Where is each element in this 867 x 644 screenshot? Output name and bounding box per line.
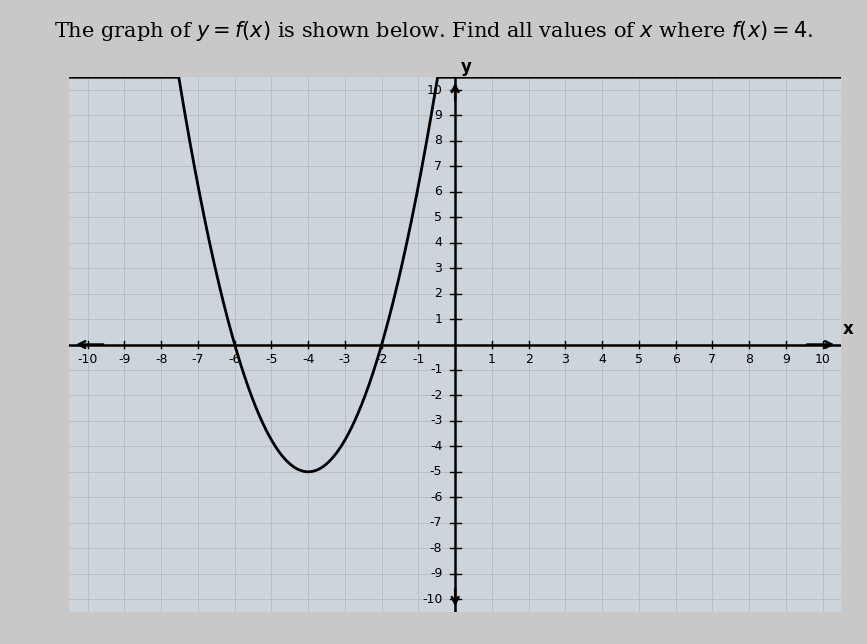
- Text: -3: -3: [430, 414, 442, 428]
- Text: 10: 10: [427, 84, 442, 97]
- Text: y: y: [460, 58, 472, 76]
- Text: -9: -9: [118, 354, 131, 366]
- Text: 3: 3: [434, 261, 442, 275]
- Text: 1: 1: [434, 312, 442, 326]
- Text: -5: -5: [265, 354, 277, 366]
- Text: 9: 9: [782, 354, 790, 366]
- Text: -4: -4: [430, 440, 442, 453]
- Text: -3: -3: [339, 354, 351, 366]
- Text: 7: 7: [434, 160, 442, 173]
- Text: -2: -2: [430, 389, 442, 402]
- Text: -2: -2: [375, 354, 388, 366]
- Text: -8: -8: [155, 354, 167, 366]
- Text: 5: 5: [635, 354, 643, 366]
- Text: -9: -9: [430, 567, 442, 580]
- Text: -10: -10: [77, 354, 98, 366]
- Text: -1: -1: [412, 354, 425, 366]
- Text: 4: 4: [598, 354, 606, 366]
- Text: 6: 6: [672, 354, 680, 366]
- Text: The graph of $y = f(x)$ is shown below. Find all values of $x$ where $f(x) = 4$.: The graph of $y = f(x)$ is shown below. …: [54, 19, 813, 43]
- Text: x: x: [843, 320, 854, 338]
- Text: 7: 7: [708, 354, 716, 366]
- Text: -7: -7: [430, 516, 442, 529]
- Text: 8: 8: [745, 354, 753, 366]
- Text: 2: 2: [525, 354, 532, 366]
- Text: -6: -6: [229, 354, 241, 366]
- Text: -1: -1: [430, 363, 442, 377]
- Text: 9: 9: [434, 109, 442, 122]
- Text: -8: -8: [430, 542, 442, 554]
- Text: 10: 10: [815, 354, 831, 366]
- Text: 4: 4: [434, 236, 442, 249]
- Text: -6: -6: [430, 491, 442, 504]
- Text: -4: -4: [302, 354, 315, 366]
- Text: 8: 8: [434, 135, 442, 147]
- Text: 5: 5: [434, 211, 442, 223]
- Text: -7: -7: [192, 354, 205, 366]
- Text: -10: -10: [422, 592, 442, 605]
- Text: -5: -5: [430, 466, 442, 478]
- Text: 2: 2: [434, 287, 442, 300]
- Text: 3: 3: [562, 354, 570, 366]
- Text: 6: 6: [434, 185, 442, 198]
- Text: 1: 1: [488, 354, 496, 366]
